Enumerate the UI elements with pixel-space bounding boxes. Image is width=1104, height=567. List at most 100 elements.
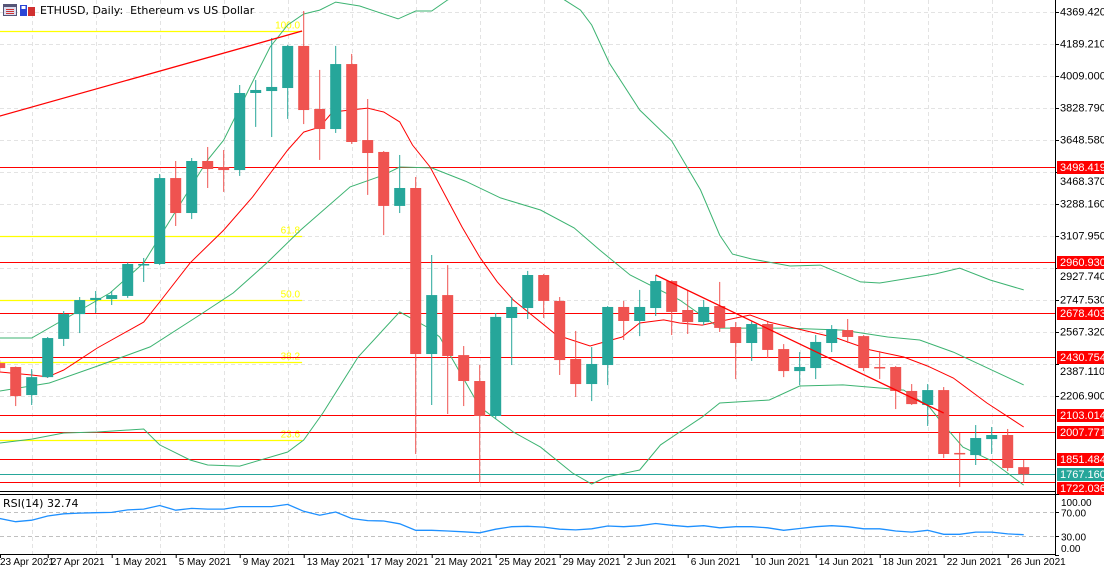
candle-bearish [346, 53, 358, 144]
candle-bullish [810, 335, 822, 380]
candle-body [538, 275, 550, 301]
candle-body [362, 140, 374, 154]
candle-body [826, 328, 838, 344]
candle-body [0, 363, 6, 369]
candle-body [378, 151, 390, 206]
price-tick-label: 2567.320 [1060, 327, 1104, 339]
candle-bullish [266, 37, 278, 138]
candle-bearish [314, 69, 326, 160]
candle-bullish [90, 290, 102, 314]
candle-body [106, 295, 118, 299]
current-price-tag-bg [1057, 468, 1104, 481]
chart-window-icon[interactable] [3, 3, 17, 16]
candle-body [970, 438, 982, 456]
trendlines[interactable] [0, 30, 944, 414]
price-tick-label: 3468.370 [1060, 176, 1104, 188]
candle-body [618, 306, 630, 321]
candle-body [1002, 434, 1014, 469]
candle-bullish [506, 297, 518, 366]
candle-bullish [522, 270, 534, 320]
candle-bearish [938, 387, 950, 459]
candle-body [778, 349, 790, 372]
candle-bearish [570, 330, 582, 397]
candle-body [858, 336, 870, 369]
candle-body [762, 324, 774, 350]
candle-bearish [298, 10, 310, 125]
current-price-tag: 1767.160 [1060, 469, 1104, 481]
price-tick-label: 4009.000 [1060, 71, 1104, 83]
candle-bullish [282, 45, 294, 119]
chart-frame [0, 0, 1056, 555]
candle-bullish [602, 306, 614, 386]
candle-body [506, 306, 518, 318]
candle-body [266, 86, 278, 92]
fib-level-label: 23.6 [281, 430, 301, 441]
candle-body [714, 306, 726, 328]
time-tick-label: 5 May 2021 [179, 557, 232, 567]
candle-bullish [394, 154, 406, 214]
price-tick-label: 3648.580 [1060, 135, 1104, 147]
price-tick-label: 3828.790 [1060, 103, 1104, 115]
price-axis[interactable]: 4369.420 4189.210 4009.000 3828.790 3648.580… [1055, 7, 1104, 556]
candle-body [58, 314, 70, 339]
candle-body [634, 306, 646, 321]
candle-body [42, 338, 54, 378]
candle-body [842, 330, 854, 337]
time-tick-label: 26 Jun 2021 [1011, 557, 1066, 567]
candle-body [330, 64, 342, 130]
time-tick-label: 13 May 2021 [307, 557, 365, 567]
price-level-tag-bg [1057, 426, 1104, 439]
candle-bullish [42, 336, 54, 378]
candle-body [474, 381, 486, 416]
price-level-tag: 3498.419 [1060, 162, 1104, 174]
candle-bearish [10, 366, 22, 407]
candle-bullish [986, 427, 998, 454]
price-tick-label: 3288.160 [1060, 199, 1104, 211]
moving-average-line [0, 107, 1024, 428]
rsi-tick-label: 30.00 [1061, 533, 1086, 544]
candle-body [138, 263, 150, 266]
price-level-tag-bg [1057, 453, 1104, 466]
candle-bullish [26, 369, 38, 405]
time-tick-label: 10 Jun 2021 [755, 557, 810, 567]
time-tick-label: 25 May 2021 [499, 557, 557, 567]
candle-bullish [426, 254, 438, 405]
price-tick-label: 3107.950 [1060, 231, 1104, 243]
candle-bearish [202, 146, 214, 188]
candle-body [922, 390, 934, 405]
price-level-tag: 2103.014 [1060, 410, 1104, 422]
candle-bearish [874, 351, 886, 380]
time-tick-label: 23 Apr 2021 [0, 557, 54, 567]
candle-body [730, 327, 742, 344]
fibonacci-retracement[interactable]: 100.061.850.038.223.6 [0, 21, 303, 442]
trendline [0, 30, 303, 117]
candle-body [570, 358, 582, 385]
candle-bearish [170, 161, 182, 226]
candle-bullish [122, 262, 134, 298]
candle-body [810, 341, 822, 369]
candle-bearish [666, 280, 678, 336]
rsi-tick-label: 70.00 [1061, 509, 1086, 520]
candle-bearish [714, 281, 726, 333]
candle-bearish [538, 273, 550, 318]
candle-body [346, 64, 358, 143]
candle-bearish [730, 322, 742, 380]
rsi-label: RSI(14) 32.74 [3, 497, 79, 510]
candle-bullish [330, 45, 342, 133]
candle-body [586, 363, 598, 385]
candle-bearish [0, 360, 6, 372]
candle-bullish [826, 325, 838, 353]
candle-body [410, 187, 422, 355]
candle-body [698, 306, 710, 323]
candle-bearish [378, 151, 390, 236]
chart-title: ETHUSD, Daily: Ethereum vs US Dollar [40, 4, 255, 17]
candles [0, 10, 1030, 488]
candle-bullish [698, 300, 710, 326]
candle-body [154, 178, 166, 264]
candle-bullish [186, 157, 198, 220]
save-icon[interactable] [20, 3, 35, 16]
candle-body [122, 263, 134, 296]
trendline [655, 274, 944, 414]
